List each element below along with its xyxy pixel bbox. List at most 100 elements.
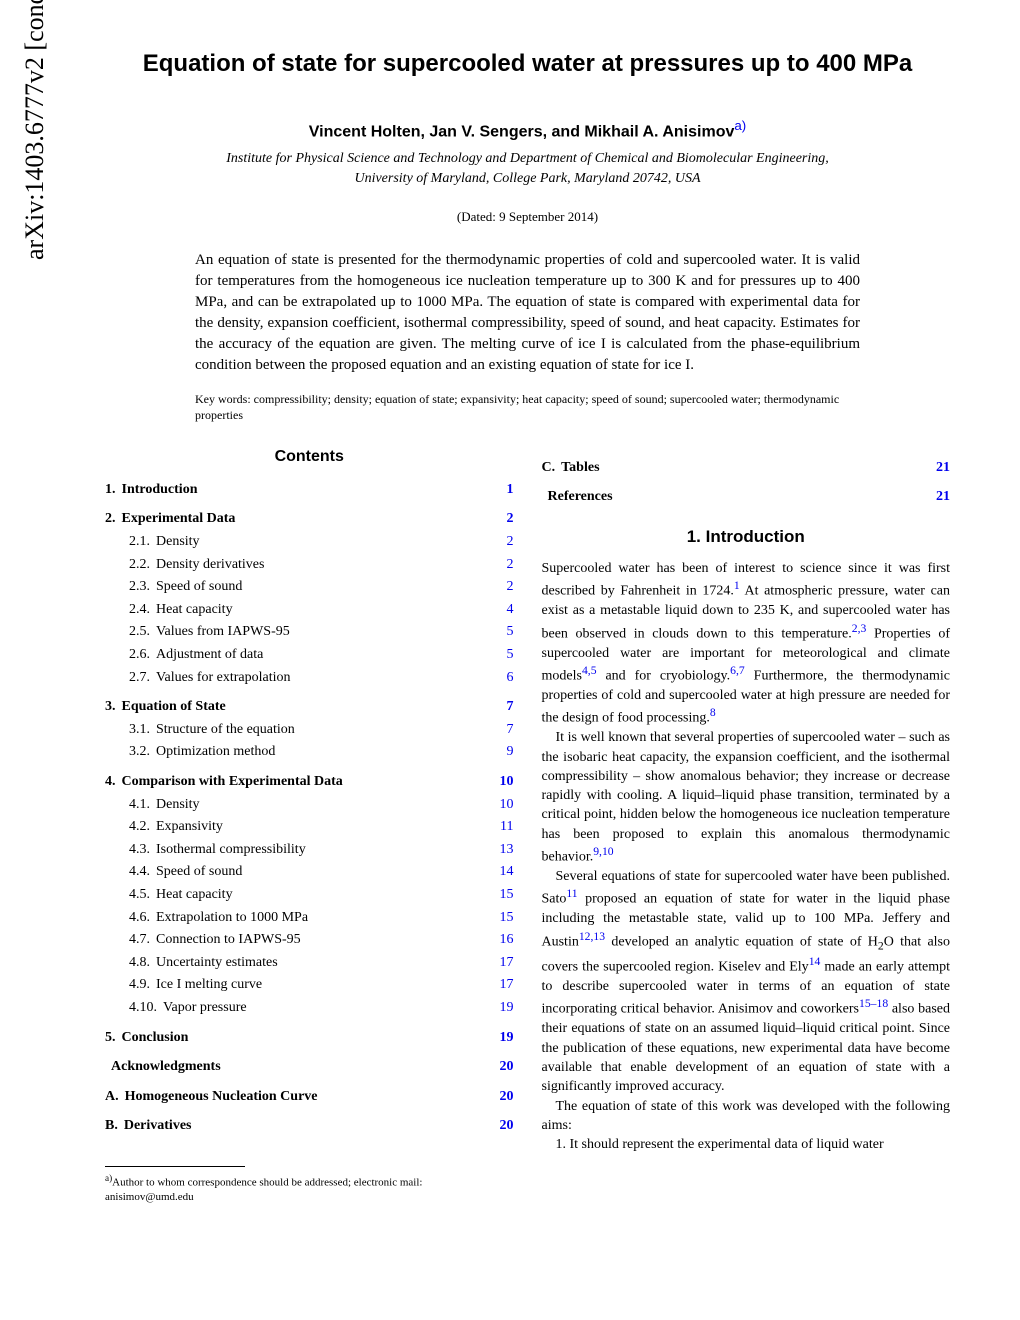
toc-entry[interactable]: 4.7.Connection to IAPWS-9516: [129, 930, 514, 950]
toc-page[interactable]: 19: [492, 998, 514, 1018]
citation-12-13[interactable]: 12,13: [579, 930, 605, 943]
toc-entry[interactable]: 2.4.Heat capacity4: [129, 600, 514, 620]
toc-page[interactable]: 5: [492, 645, 514, 665]
authors: Vincent Holten, Jan V. Sengers, and Mikh…: [105, 118, 950, 141]
toc-entry[interactable]: 4.Comparison with Experimental Data10: [105, 772, 514, 792]
toc-text: Speed of sound: [156, 577, 484, 597]
footnote: a)Author to whom correspondence should b…: [105, 1173, 514, 1204]
toc-page[interactable]: 10: [492, 795, 514, 815]
toc-entry[interactable]: Acknowledgments20: [105, 1057, 514, 1077]
toc-label: 1.: [105, 480, 116, 500]
toc-label: 4.7.: [129, 930, 150, 950]
toc-text: Equation of State: [122, 697, 484, 717]
toc-label: 4.2.: [129, 817, 150, 837]
citation-9-10[interactable]: 9,10: [593, 845, 613, 858]
toc-page[interactable]: 17: [492, 975, 514, 995]
citation-4-5[interactable]: 4,5: [582, 664, 597, 677]
toc-entry[interactable]: 2.7.Values for extrapolation6: [129, 668, 514, 688]
citation-11[interactable]: 11: [566, 887, 577, 900]
toc-page[interactable]: 6: [492, 668, 514, 688]
arxiv-identifier: arXiv:1403.6777v2 [cond-mat.stat-mech] 8…: [20, 0, 50, 260]
toc-page[interactable]: 1: [492, 480, 514, 500]
toc-page[interactable]: 20: [492, 1116, 514, 1136]
toc-entry[interactable]: 4.6.Extrapolation to 1000 MPa15: [129, 908, 514, 928]
toc-label: 5.: [105, 1028, 116, 1048]
toc-text: Speed of sound: [156, 862, 484, 882]
toc-entry[interactable]: 2.5.Values from IAPWS-955: [129, 622, 514, 642]
toc-entry[interactable]: 5.Conclusion19: [105, 1028, 514, 1048]
toc-page[interactable]: 2: [492, 532, 514, 552]
toc-text: Vapor pressure: [163, 998, 484, 1018]
toc-page[interactable]: 7: [492, 697, 514, 717]
toc-text: Experimental Data: [122, 509, 484, 529]
citation-2-3[interactable]: 2,3: [852, 622, 867, 635]
toc-text: Uncertainty estimates: [156, 953, 484, 973]
toc-entry[interactable]: 4.8.Uncertainty estimates17: [129, 953, 514, 973]
toc-text: Ice I melting curve: [156, 975, 484, 995]
toc-page[interactable]: 4: [492, 600, 514, 620]
toc-page[interactable]: 21: [928, 458, 950, 478]
toc-label: 3.2.: [129, 742, 150, 762]
toc-page[interactable]: 2: [492, 577, 514, 597]
toc-label: 2.4.: [129, 600, 150, 620]
toc-entry[interactable]: 4.10.Vapor pressure19: [129, 998, 514, 1018]
toc-text: Homogeneous Nucleation Curve: [125, 1087, 484, 1107]
toc-text: Values for extrapolation: [156, 668, 484, 688]
toc-entry[interactable]: 4.9.Ice I melting curve17: [129, 975, 514, 995]
toc-text: Density: [156, 532, 484, 552]
toc-entry[interactable]: 2.1.Density2: [129, 532, 514, 552]
toc-entry[interactable]: 4.4.Speed of sound14: [129, 862, 514, 882]
toc-entry[interactable]: 3.2.Optimization method9: [129, 742, 514, 762]
toc-entry[interactable]: 2.3.Speed of sound2: [129, 577, 514, 597]
toc-page[interactable]: 5: [492, 622, 514, 642]
citation-6-7[interactable]: 6,7: [730, 664, 745, 677]
toc-page[interactable]: 16: [492, 930, 514, 950]
toc-entry[interactable]: 4.3.Isothermal compressibility13: [129, 840, 514, 860]
toc-label: B.: [105, 1116, 118, 1136]
toc-page[interactable]: 20: [492, 1057, 514, 1077]
citation-14[interactable]: 14: [809, 955, 821, 968]
paper-title: Equation of state for supercooled water …: [105, 50, 950, 78]
authors-names: Vincent Holten, Jan V. Sengers, and Mikh…: [309, 123, 735, 140]
toc-entry[interactable]: 2.6.Adjustment of data5: [129, 645, 514, 665]
text-span: developed an analytic equation of state …: [605, 934, 878, 949]
footnote-text: Author to whom correspondence should be …: [105, 1177, 422, 1203]
toc-page[interactable]: 15: [492, 908, 514, 928]
toc-entry[interactable]: 2.2. Density derivatives 2: [129, 555, 514, 575]
toc-entry[interactable]: 4.5.Heat capacity15: [129, 885, 514, 905]
toc-text: Values from IAPWS-95: [156, 622, 484, 642]
toc-page[interactable]: 20: [492, 1087, 514, 1107]
toc-entry[interactable]: 3.Equation of State7: [105, 697, 514, 717]
toc-entry[interactable]: 1.Introduction1: [105, 480, 514, 500]
toc-page[interactable]: 7: [492, 720, 514, 740]
toc-page[interactable]: 15: [492, 885, 514, 905]
toc-page[interactable]: 9: [492, 742, 514, 762]
toc-page[interactable]: 2: [492, 509, 514, 529]
author-note-mark[interactable]: a): [734, 118, 746, 133]
toc-text: Adjustment of data: [156, 645, 484, 665]
section-heading-introduction: 1. Introduction: [542, 527, 951, 547]
contents-heading: Contents: [105, 448, 514, 466]
toc-entry[interactable]: B.Derivatives20: [105, 1116, 514, 1136]
toc-entry[interactable]: A.Homogeneous Nucleation Curve20: [105, 1087, 514, 1107]
toc-page[interactable]: 11: [492, 817, 514, 837]
toc-entry[interactable]: References21: [542, 487, 951, 507]
toc-entry[interactable]: C.Tables21: [542, 458, 951, 478]
right-column: C.Tables21References21 1. Introduction S…: [542, 448, 951, 1204]
toc-entry[interactable]: 4.1.Density10: [129, 795, 514, 815]
toc-page[interactable]: 2: [492, 555, 514, 575]
toc-page[interactable]: 21: [928, 487, 950, 507]
toc-entry[interactable]: 3.1.Structure of the equation7: [129, 720, 514, 740]
toc-page[interactable]: 17: [492, 953, 514, 973]
citation-15-18[interactable]: 15–18: [859, 997, 888, 1010]
toc-label: 2.2.: [129, 555, 150, 575]
toc-page[interactable]: 19: [492, 1028, 514, 1048]
citation-8[interactable]: 8: [710, 706, 716, 719]
two-column-layout: Contents 1.Introduction12.Experimental D…: [105, 448, 950, 1204]
toc-page[interactable]: 13: [492, 840, 514, 860]
toc-page[interactable]: 10: [492, 772, 514, 792]
toc-text: Density derivatives: [156, 555, 484, 575]
toc-entry[interactable]: 4.2.Expansivity11: [129, 817, 514, 837]
toc-page[interactable]: 14: [492, 862, 514, 882]
toc-entry[interactable]: 2.Experimental Data2: [105, 509, 514, 529]
